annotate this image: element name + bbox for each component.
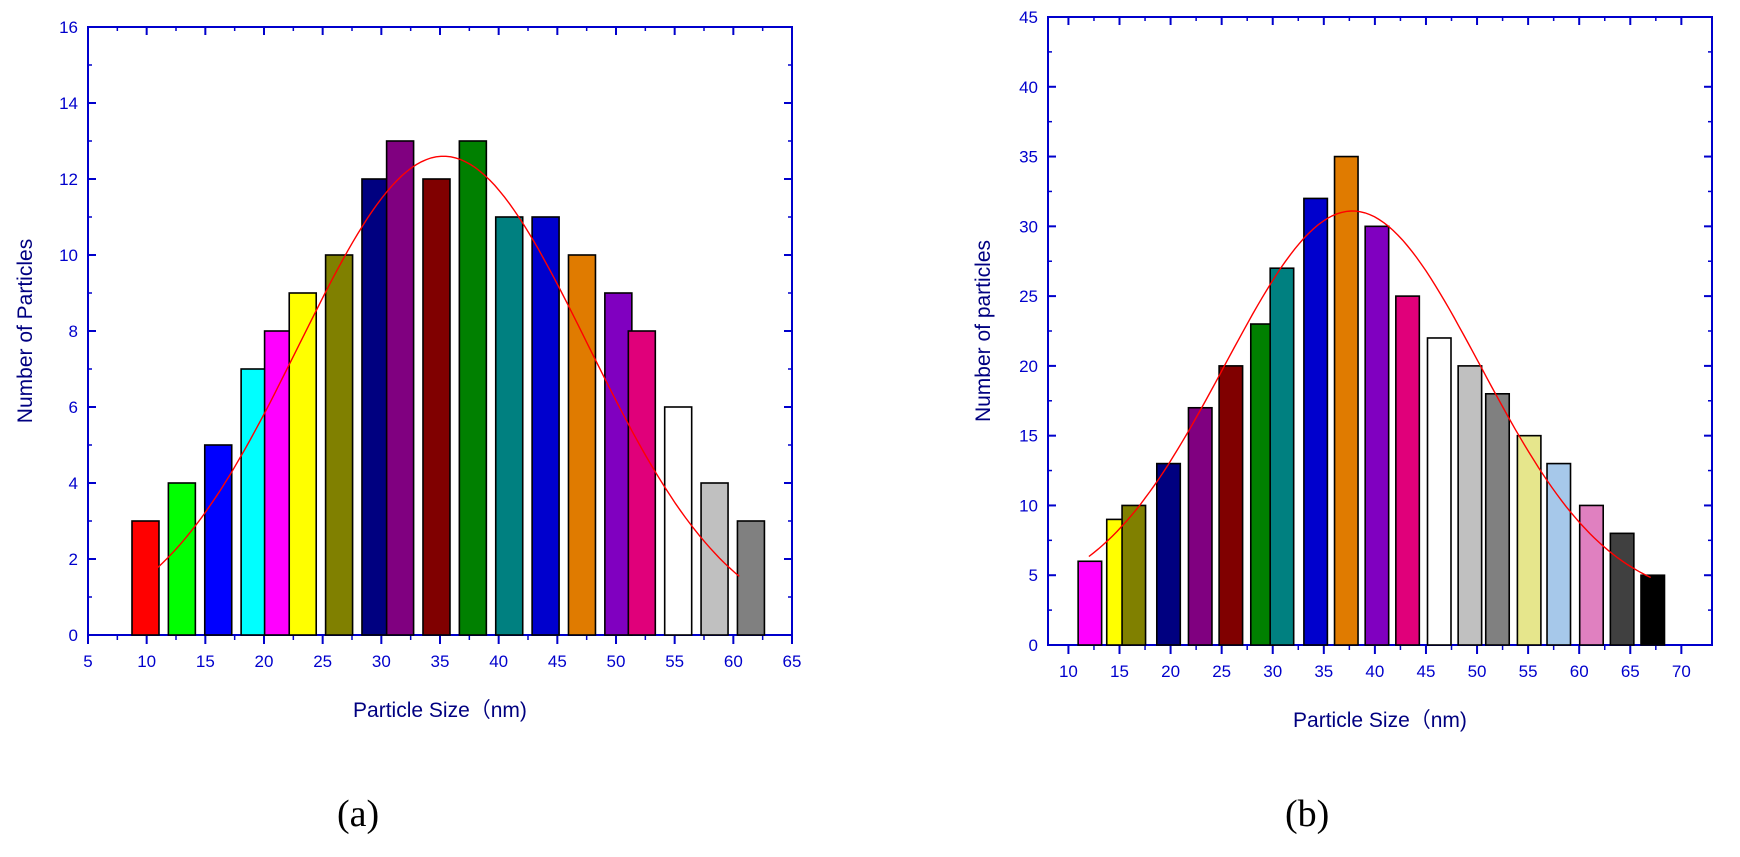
y-axis-title-a: Number of Particles [14, 239, 37, 423]
bar-a [627, 330, 657, 636]
bar-b [1121, 504, 1147, 646]
bar-b [1269, 267, 1295, 646]
bar-a [422, 178, 451, 636]
bar-b [1155, 462, 1182, 646]
y-tick-label-a: 0 [69, 626, 78, 645]
bar-a [131, 520, 160, 636]
y-tick-label-b: 45 [1019, 8, 1038, 27]
y-tick-label-a: 6 [69, 398, 78, 417]
y-tick-label-b: 40 [1019, 78, 1038, 97]
bar-a [203, 444, 233, 636]
x-tick-label-a: 55 [665, 652, 684, 671]
y-tick-label-a: 12 [59, 170, 78, 189]
y-tick-label-a: 2 [69, 550, 78, 569]
x-tick-label-b: 35 [1314, 662, 1333, 681]
x-tick-label-a: 5 [83, 652, 92, 671]
x-tick-label-b: 45 [1417, 662, 1436, 681]
x-tick-label-b: 15 [1110, 662, 1129, 681]
bar-a [263, 330, 293, 636]
fit-curve-a [152, 155, 740, 577]
bar-a [361, 178, 390, 636]
x-tick-label-a: 35 [431, 652, 450, 671]
bar-a [167, 482, 197, 636]
bar-b [1426, 337, 1452, 646]
bar-b [1609, 532, 1635, 646]
x-tick-label-a: 65 [783, 652, 802, 671]
bar-b [1640, 574, 1666, 646]
x-tick-label-a: 20 [255, 652, 274, 671]
bar-a [567, 254, 597, 636]
x-tick-label-a: 40 [489, 652, 508, 671]
bar-a [700, 482, 729, 636]
x-tick-label-b: 25 [1212, 662, 1231, 681]
bar-b [1395, 295, 1421, 646]
y-axis-title-b: Number of particles [972, 240, 995, 422]
bar-b [1546, 462, 1572, 646]
panel-label-a: (a) [337, 793, 380, 835]
x-axis-title-b: Particle Size（nm) [1293, 709, 1467, 732]
x-tick-label-b: 30 [1263, 662, 1282, 681]
bar-b [1303, 197, 1329, 646]
y-tick-label-a: 10 [59, 246, 78, 265]
bar-a [385, 140, 415, 636]
bar-b [1218, 365, 1244, 646]
x-tick-label-b: 50 [1468, 662, 1487, 681]
y-tick-label-b: 10 [1019, 496, 1038, 515]
x-tick-label-a: 50 [607, 652, 626, 671]
x-tick-label-a: 45 [548, 652, 567, 671]
bar-b [1516, 434, 1542, 646]
x-tick-label-a: 30 [372, 652, 391, 671]
panel-label-b: (b) [1285, 793, 1330, 835]
bar-a [604, 292, 633, 636]
bar-b [1364, 225, 1390, 646]
x-tick-label-a: 60 [724, 652, 743, 671]
x-tick-label-b: 55 [1519, 662, 1538, 681]
bar-b [1187, 406, 1213, 646]
y-tick-label-b: 20 [1019, 357, 1038, 376]
chart-a-histogram: 0 2 4 6 8 10 12 14 16 5 10 15 20 25 30 35 40 45 50 55 60 65 Pa… [14, 18, 801, 722]
bar-a [736, 520, 766, 636]
x-tick-label-b: 65 [1621, 662, 1640, 681]
y-tick-label-b: 5 [1029, 566, 1038, 585]
y-tick-label-b: 35 [1019, 148, 1038, 167]
x-tick-label-b: 10 [1059, 662, 1078, 681]
y-tick-label-a: 8 [69, 322, 78, 341]
y-tick-label-b: 0 [1029, 636, 1038, 655]
y-tick-label-a: 14 [59, 94, 78, 113]
bar-a [458, 140, 488, 636]
bar-b [1077, 560, 1103, 646]
x-axis-title-a: Particle Size（nm) [353, 699, 527, 722]
y-tick-label-b: 30 [1019, 217, 1038, 236]
x-tick-label-b: 70 [1672, 662, 1691, 681]
y-tick-label-b: 15 [1019, 427, 1038, 446]
y-tick-label-b: 25 [1019, 287, 1038, 306]
chart-b-histogram: 0 5 10 15 20 25 30 35 40 45 10 15 20 25 30 35 40 45 50 55 60… [972, 8, 1713, 732]
x-tick-label-b: 60 [1570, 662, 1589, 681]
x-tick-label-b: 20 [1161, 662, 1180, 681]
bar-a [288, 292, 318, 636]
x-tick-label-b: 40 [1365, 662, 1384, 681]
x-tick-label-a: 10 [137, 652, 156, 671]
bar-b [1333, 155, 1359, 646]
x-tick-label-a: 25 [313, 652, 332, 671]
bar-a [324, 254, 354, 636]
y-tick-label-a: 4 [69, 474, 78, 493]
bar-b [1484, 392, 1511, 646]
bar-a [531, 216, 560, 636]
bar-a [494, 216, 524, 636]
x-tick-label-a: 15 [196, 652, 215, 671]
y-tick-label-a: 16 [59, 18, 78, 37]
bar-b [1457, 365, 1483, 646]
fit-curve-b [1088, 210, 1652, 579]
